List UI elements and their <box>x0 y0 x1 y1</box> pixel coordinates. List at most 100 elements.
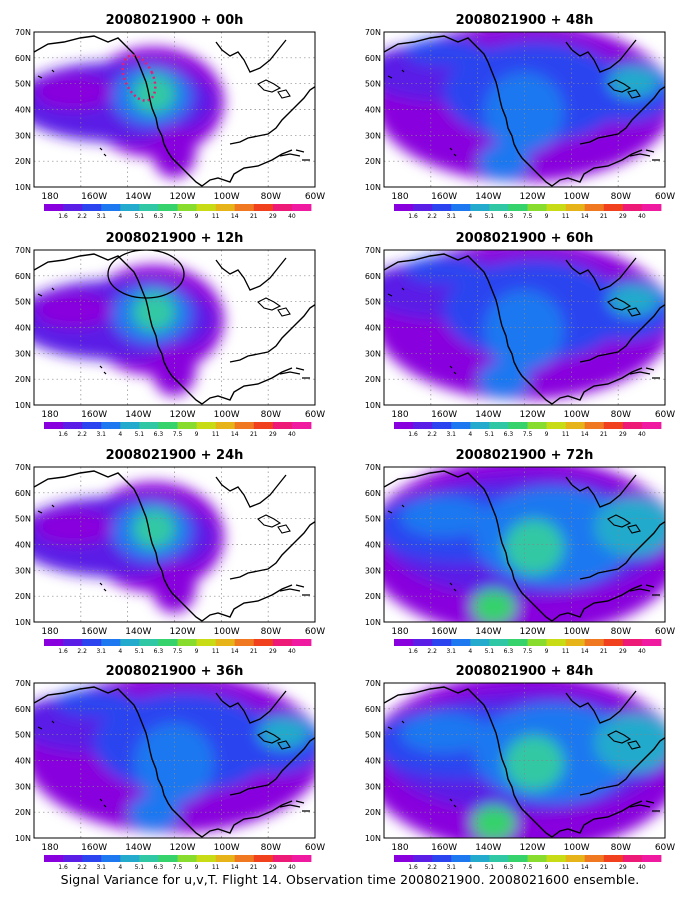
lat-tick-label: 60N <box>15 705 31 714</box>
variance-field <box>384 683 665 838</box>
lon-tick-label: 80W <box>261 192 281 202</box>
colorbar-level-label: 1.6 <box>58 431 68 438</box>
colorbar-swatch <box>489 855 509 862</box>
panel-title: 2008021900 + 24h <box>106 448 244 463</box>
lat-tick-label: 50N <box>15 298 31 307</box>
colorbar-level-label: 6.3 <box>154 648 164 655</box>
lon-tick-label: 160W <box>81 843 107 853</box>
colorbar-level-label: 29 <box>619 648 627 655</box>
colorbar-level-label: 7.5 <box>173 213 183 220</box>
lon-tick-label: 180 <box>391 192 408 202</box>
colorbar-level-label: 11 <box>212 864 220 871</box>
colorbar-swatch <box>215 422 236 429</box>
map-frame <box>33 31 316 188</box>
colorbar-swatch <box>44 422 64 429</box>
colorbar-swatch <box>432 639 452 646</box>
lon-tick-label: 180 <box>41 192 58 202</box>
colorbar-swatch <box>177 204 197 211</box>
map-frame <box>383 249 666 406</box>
lon-tick-label: 140W <box>125 192 151 202</box>
colorbar-swatch <box>603 639 624 646</box>
lat-tick-label: 50N <box>15 80 31 89</box>
colorbar-swatch <box>177 639 197 646</box>
colorbar-swatch <box>101 855 121 862</box>
colorbar-swatch <box>470 639 490 646</box>
colorbar-level-label: 3.1 <box>96 213 106 220</box>
colorbar-swatch <box>139 855 159 862</box>
colorbar-level-label: 3.1 <box>96 648 106 655</box>
lon-tick-label: 100W <box>564 843 590 853</box>
lat-tick-label: 50N <box>15 731 31 740</box>
colorbar-swatch <box>432 204 452 211</box>
colorbar-level-label: 5.1 <box>135 431 145 438</box>
colorbar-level-label: 1.6 <box>408 213 418 220</box>
colorbar-level-label: 14 <box>581 864 589 871</box>
colorbar-swatch <box>546 639 567 646</box>
lon-tick-label: 140W <box>475 843 501 853</box>
colorbar: 1.6 2.2 3.1 4 5.1 6.3 7.5 9 11 14 21 29 40 <box>44 204 312 220</box>
colorbar-level-label: 2.2 <box>77 864 87 871</box>
colorbar-level-label: 2.2 <box>427 864 437 871</box>
colorbar-swatch <box>508 639 528 646</box>
colorbar-swatch <box>413 639 433 646</box>
lon-tick-label: 180 <box>41 843 58 853</box>
colorbar-level-label: 4 <box>118 431 122 438</box>
colorbar-swatch <box>622 855 643 862</box>
colorbar-level-label: 40 <box>638 213 646 220</box>
lon-tick-label: 160W <box>81 410 107 420</box>
lat-tick-label: 10N <box>15 834 31 843</box>
colorbar-level-label: 14 <box>581 213 589 220</box>
colorbar: 1.6 2.2 3.1 4 5.1 6.3 7.5 9 11 14 21 29 40 <box>394 639 662 655</box>
figure-caption: Signal Variance for u,v,T. Flight 14. Ob… <box>60 872 640 887</box>
lon-tick-label: 100W <box>214 410 240 420</box>
variance-contour <box>478 362 530 398</box>
lat-tick-label: 30N <box>15 782 31 791</box>
lat-tick-label: 10N <box>365 834 381 843</box>
colorbar-swatch <box>489 639 509 646</box>
variance-contour <box>594 497 665 557</box>
lon-tick-label: 120W <box>169 627 195 637</box>
lat-tick-label: 10N <box>15 401 31 410</box>
colorbar-swatch <box>565 422 586 429</box>
colorbar-swatch <box>394 422 414 429</box>
variance-contour <box>152 561 196 613</box>
colorbar-swatch <box>253 639 274 646</box>
colorbar-level-label: 1.6 <box>408 864 418 871</box>
colorbar-swatch <box>82 855 102 862</box>
colorbar: 1.6 2.2 3.1 4 5.1 6.3 7.5 9 11 14 21 29 40 <box>44 639 312 655</box>
colorbar-level-label: 40 <box>638 431 646 438</box>
colorbar-level-label: 9 <box>195 213 199 220</box>
colorbar-swatch <box>253 422 274 429</box>
colorbar-swatch <box>82 639 102 646</box>
colorbar-level-label: 7.5 <box>173 864 183 871</box>
map-panel: 2008021900 + 48h 70N 60N 50N 40N 30N 20N 10N 180… <box>365 13 675 220</box>
colorbar-swatch <box>489 422 509 429</box>
colorbar-swatch <box>44 204 64 211</box>
colorbar-level-label: 21 <box>250 213 258 220</box>
colorbar-swatch <box>82 204 102 211</box>
field-contours <box>384 683 665 838</box>
colorbar-level-label: 21 <box>250 648 258 655</box>
colorbar-swatch <box>63 204 83 211</box>
colorbar-level-label: 5.1 <box>135 213 145 220</box>
colorbar-level-label: 6.3 <box>154 864 164 871</box>
variance-field <box>384 467 665 622</box>
colorbar-level-label: 29 <box>269 864 277 871</box>
variance-contour <box>478 144 530 180</box>
variance-contour <box>128 795 180 831</box>
variance-contour <box>404 38 484 66</box>
colorbar-level-label: 29 <box>619 213 627 220</box>
lon-tick-label: 100W <box>564 410 590 420</box>
colorbar-swatch <box>546 204 567 211</box>
map-frame <box>383 682 666 839</box>
colorbar-level-label: 2.2 <box>427 648 437 655</box>
colorbar-level-label: 5.1 <box>485 864 495 871</box>
variance-contour <box>134 723 214 803</box>
lat-tick-label: 70N <box>15 246 31 255</box>
lon-tick-label: 140W <box>125 410 151 420</box>
colorbar-swatch <box>584 422 605 429</box>
lat-tick-label: 10N <box>15 618 31 627</box>
colorbar-swatch <box>584 204 605 211</box>
colorbar-level-label: 3.1 <box>446 864 456 871</box>
colorbar-level-label: 3.1 <box>446 648 456 655</box>
